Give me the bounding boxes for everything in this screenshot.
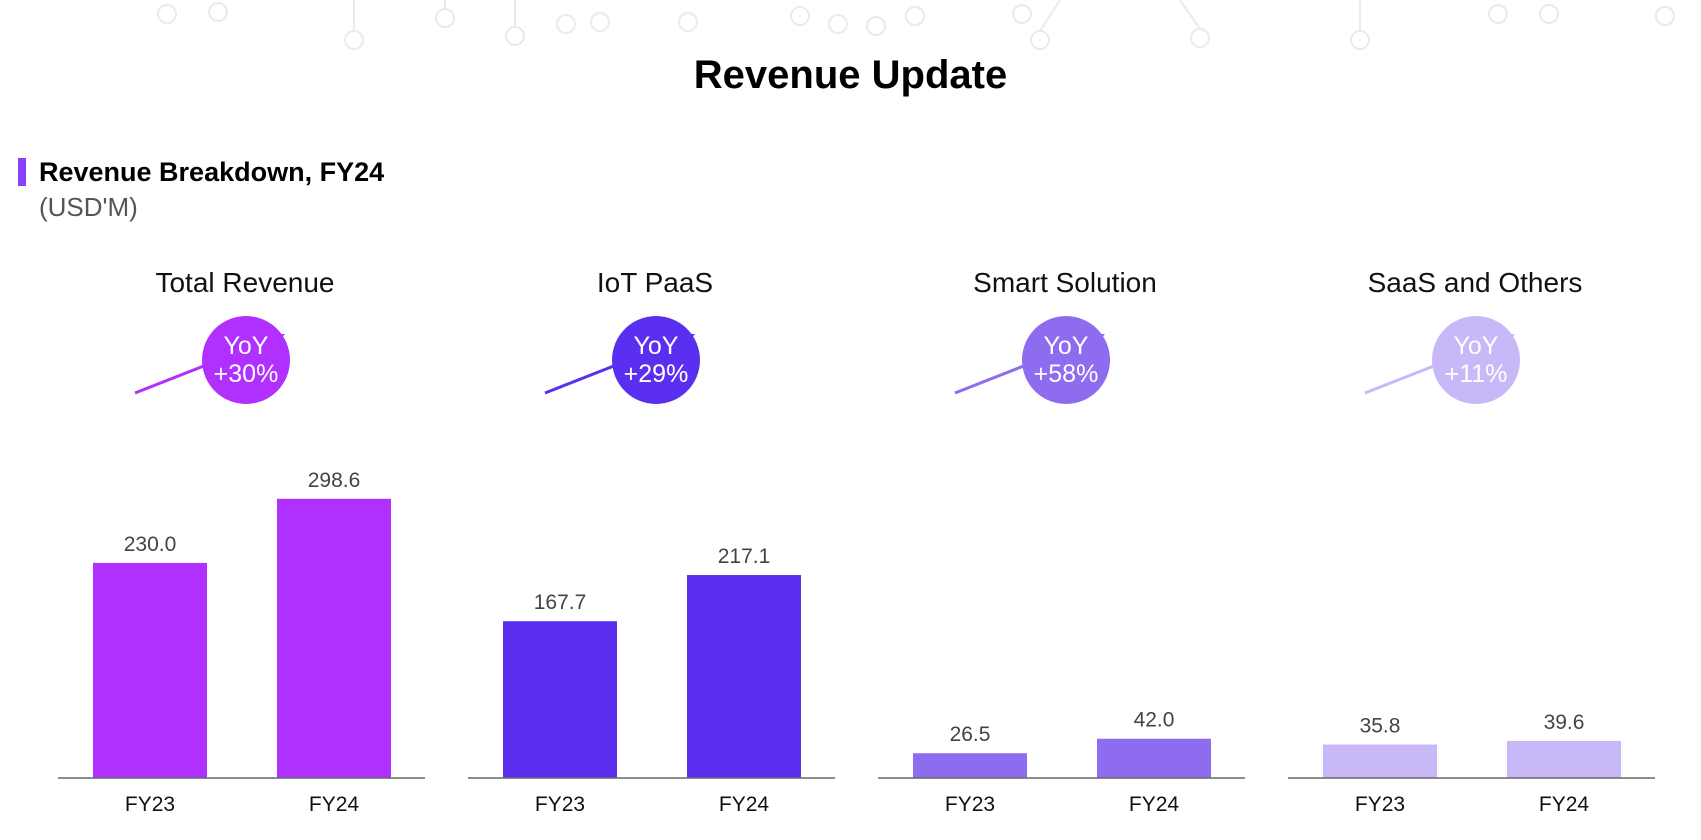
- category-label: FY23: [125, 793, 175, 816]
- bar: [1507, 740, 1621, 778]
- bar-value-label: 230.0: [124, 533, 177, 556]
- bar: [503, 621, 617, 778]
- category-label: FY24: [309, 793, 360, 816]
- page-title: Revenue Update: [693, 53, 1008, 97]
- category-label: FY24: [719, 793, 770, 816]
- background-circuit-pattern: [157, 0, 1675, 50]
- yoy-value: +11%: [1444, 360, 1508, 388]
- yoy-value: +29%: [623, 360, 689, 388]
- bar-value-label: 26.5: [950, 723, 991, 746]
- chart-title: Smart Solution: [973, 267, 1157, 298]
- section-accent-bar: [18, 158, 26, 186]
- yoy-badge: YoY +30%: [202, 316, 290, 404]
- bar-value-label: 298.6: [308, 469, 361, 492]
- yoy-badge: YoY +29%: [612, 316, 700, 404]
- yoy-badge-group: YoY +30%: [125, 308, 365, 408]
- bar-value-label: 39.6: [1544, 711, 1585, 734]
- bar-chart: 26.5 FY23 42.0 FY24: [878, 709, 1245, 816]
- chart-panel: SaaS and Others YoY +11% 35.8 FY23 39.6 FY24: [1280, 0, 1670, 840]
- bar: [93, 562, 207, 778]
- bar-value-label: 217.1: [718, 545, 771, 568]
- bar-value-label: 42.0: [1134, 709, 1175, 732]
- yoy-label: YoY: [1043, 332, 1089, 360]
- bar: [913, 753, 1027, 778]
- yoy-label: YoY: [223, 332, 269, 360]
- section-heading: Revenue Breakdown, FY24: [39, 157, 385, 187]
- section-unit: (USD'M): [39, 192, 138, 222]
- yoy-value: +58%: [1033, 360, 1099, 388]
- yoy-badge-group: YoY +11%: [1355, 308, 1595, 408]
- chart-panel: IoT PaaS YoY +29% 167.7 FY23 217.1 FY24: [460, 0, 850, 840]
- bar: [687, 575, 801, 778]
- category-label: FY23: [535, 793, 585, 816]
- chart-panel: Total Revenue YoY +30% 230.0 FY23 298.6 FY24: [50, 0, 440, 840]
- yoy-badge-group: YoY +58%: [945, 308, 1185, 408]
- bar-chart: 230.0 FY23 298.6 FY24: [58, 469, 425, 816]
- yoy-badge: YoY +58%: [1022, 316, 1110, 404]
- yoy-badge: YoY +11%: [1432, 316, 1520, 404]
- chart-panel: Smart Solution YoY +58% 26.5 FY23 42.0 FY24: [870, 0, 1260, 840]
- category-label: FY23: [1355, 793, 1405, 816]
- bar-chart: 35.8 FY23 39.6 FY24: [1288, 711, 1655, 816]
- category-label: FY24: [1129, 793, 1180, 816]
- bar-chart: 167.7 FY23 217.1 FY24: [468, 545, 835, 816]
- yoy-value: +30%: [213, 360, 279, 388]
- yoy-badge-group: YoY +29%: [535, 308, 775, 408]
- category-label: FY23: [945, 793, 995, 816]
- category-label: FY24: [1539, 793, 1590, 816]
- chart-title: IoT PaaS: [596, 267, 714, 298]
- bar-value-label: 35.8: [1360, 715, 1401, 738]
- bar: [1097, 738, 1211, 778]
- bar: [277, 498, 391, 778]
- bar: [1323, 744, 1437, 778]
- bar-value-label: 167.7: [534, 591, 587, 614]
- yoy-label: YoY: [1453, 332, 1499, 360]
- yoy-label: YoY: [633, 332, 679, 360]
- chart-title: Total Revenue: [155, 267, 335, 298]
- chart-title: SaaS and Others: [1367, 267, 1583, 298]
